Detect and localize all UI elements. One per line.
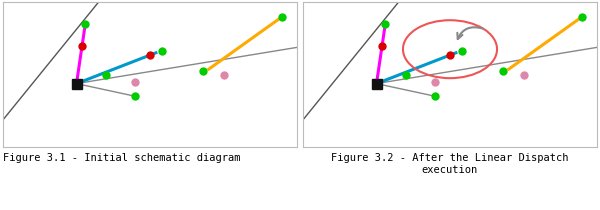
Text: Figure 3.1 - Initial schematic diagram: Figure 3.1 - Initial schematic diagram	[3, 153, 241, 163]
Text: Figure 3.2 - After the Linear Dispatch
execution: Figure 3.2 - After the Linear Dispatch e…	[331, 153, 569, 175]
